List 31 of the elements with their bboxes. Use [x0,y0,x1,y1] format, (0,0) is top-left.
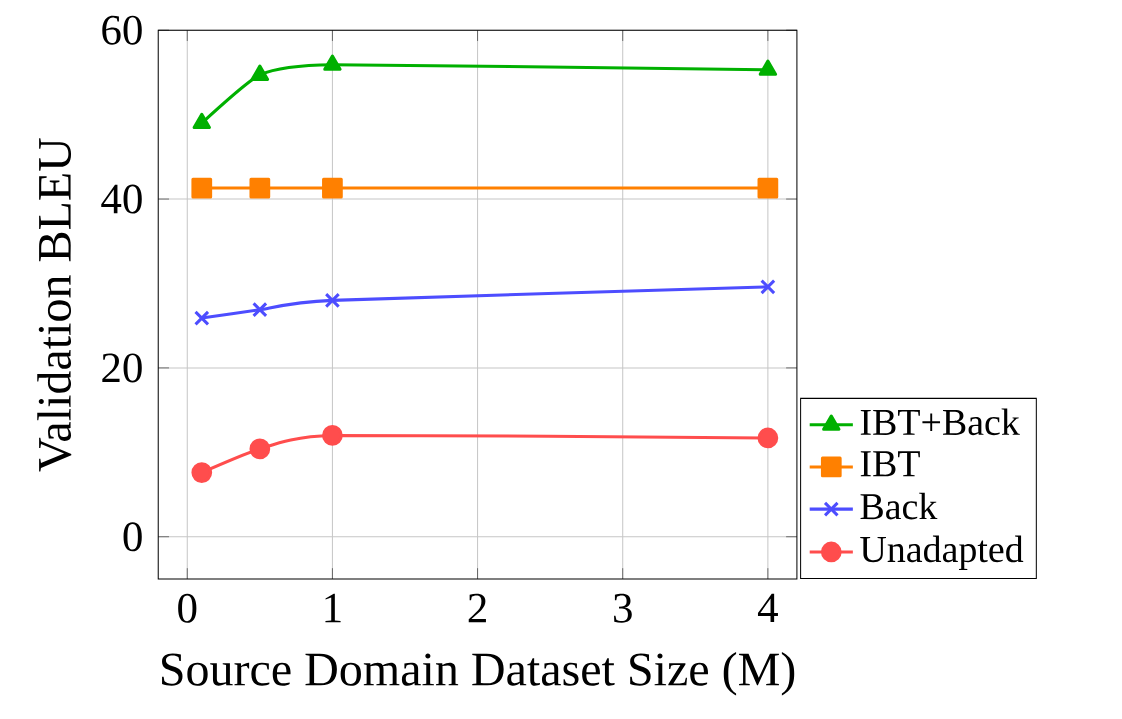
x-tick-label: 1 [325,593,341,623]
legend-label: IBT [860,451,920,477]
point [191,177,213,199]
point [760,278,776,295]
legend-label: Unadapted [860,535,1024,570]
point [192,112,211,129]
x-tick-label: 2 [468,593,486,623]
point [758,59,778,76]
point [194,310,210,326]
x-tick-label: 3 [614,593,632,623]
point [252,301,268,318]
y-tick-label: 0 [123,522,142,552]
y-tick-label: 40 [101,184,142,214]
legend-label: Back [860,492,938,520]
x-tick-label: 4 [757,593,778,622]
point [757,427,779,449]
legend-label: IBT+Back [860,408,1020,436]
point [324,292,341,309]
point [757,177,779,199]
x-tick-label: 0 [178,593,197,623]
point [322,177,343,199]
point [250,64,270,81]
point [249,438,271,460]
y-tick-label: 20 [102,353,142,383]
point [322,424,343,446]
y-tick-label: 60 [102,15,142,45]
y-axis-title: Validation BLEU [37,138,72,472]
point [249,177,271,199]
point [191,462,213,483]
x-axis-title: Source Domain Dataset Size (M) [162,651,795,696]
point [323,54,342,71]
